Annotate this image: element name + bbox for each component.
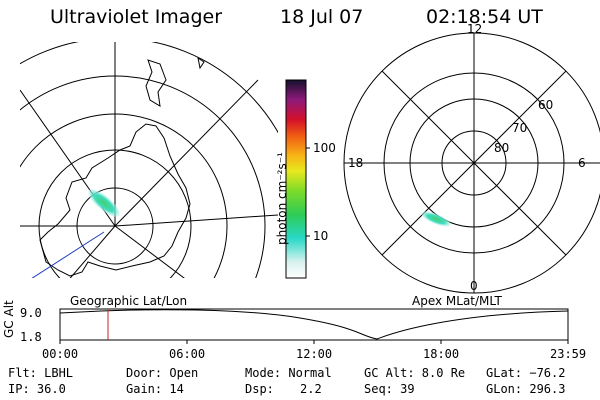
time-tick-1800: 18:00 (423, 347, 460, 361)
time-label: 02:18:54 UT (426, 6, 543, 28)
status-door: Door: Open (126, 366, 199, 380)
status-filter: Flt: LBHL (8, 366, 74, 380)
mlat-label-60: 60 (538, 98, 554, 112)
status-dsp-value: 2.2 (300, 382, 322, 396)
aurora-patch-apex (421, 211, 451, 227)
geographic-map (20, 42, 278, 278)
status-seq: Seq: 39 (364, 382, 415, 396)
altitude-curve (59, 309, 569, 340)
colorbar (285, 79, 307, 279)
time-tick-0600: 06:00 (169, 347, 206, 361)
mlat-label-70: 70 (512, 121, 528, 135)
mlt-label-12: 12 (467, 22, 483, 36)
altitude-tick-low: 1.8 (20, 330, 42, 344)
app-title: Ultraviolet Imager (50, 6, 223, 28)
mlt-label-6: 6 (578, 156, 586, 170)
apex-panel-label: Apex MLat/MLT (412, 294, 502, 308)
geographic-panel-label: Geographic Lat/Lon (70, 294, 188, 308)
status-mode: Mode: Normal (245, 366, 332, 380)
altitude-plot-frame (59, 308, 569, 341)
status-dsp-label: Dsp: (245, 382, 274, 396)
mlt-label-18: 18 (348, 156, 364, 170)
time-tick-1200: 12:00 (296, 347, 333, 361)
date-label: 18 Jul 07 (280, 6, 364, 28)
colorbar-tick-10: 10 (313, 229, 329, 243)
time-tick-0000: 00:00 (42, 347, 79, 361)
status-ip: IP: 36.0 (8, 382, 66, 396)
mlat-label-80: 80 (494, 141, 510, 155)
time-tick-2359: 23:59 (550, 347, 587, 361)
altitude-tick-high: 9.0 (20, 306, 42, 320)
mlt-label-0: 0 (470, 279, 478, 293)
status-glat: GLat: −76.2 (486, 366, 566, 380)
status-glon: GLon: 296.3 (486, 382, 566, 396)
status-gc-alt: GC Alt: 8.0 Re (364, 366, 466, 380)
altitude-axis-label: GC Alt (2, 300, 16, 338)
colorbar-tick-100: 100 (313, 141, 336, 155)
status-gain: Gain: 14 (126, 382, 184, 396)
colorbar-unit-label: photon cm⁻²s⁻¹ (275, 152, 289, 245)
apex-polar-plot (343, 32, 600, 294)
